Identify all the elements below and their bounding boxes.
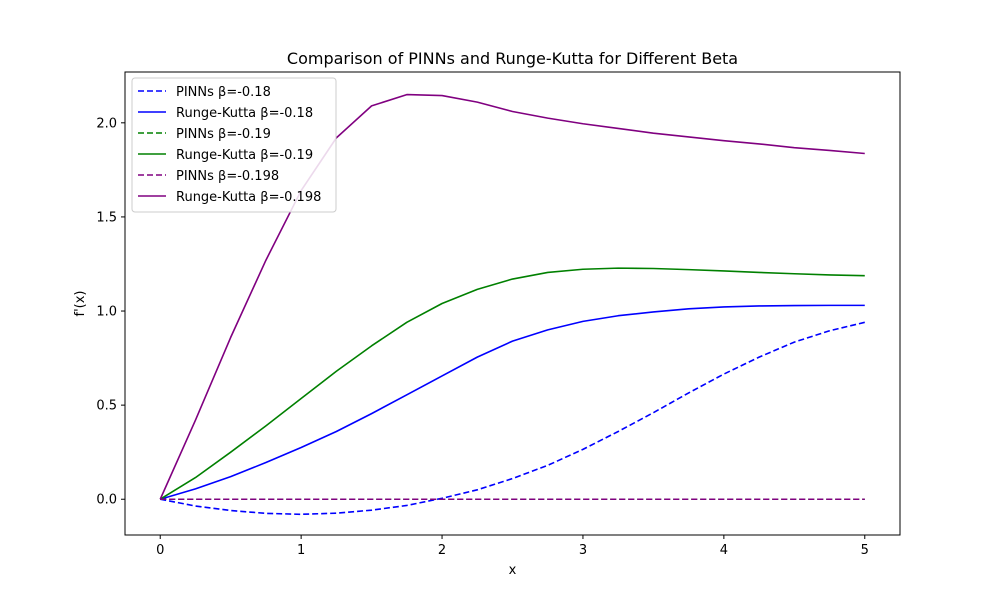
y-tick-label: 2.0 — [96, 116, 117, 131]
legend: PINNs β=-0.18 Runge-Kutta β=-0.18 PINNs β=… — [131, 77, 337, 213]
series-line-6 — [159, 93, 865, 500]
series-line-2 — [160, 304, 865, 501]
x-tick-label: 1 — [297, 543, 305, 558]
legend-entry-label: PINNs β=-0.19 — [176, 127, 271, 142]
legend-entry-label: PINNs β=-0.18 — [176, 85, 271, 100]
legend-entry-label: Runge-Kutta β=-0.198 — [176, 190, 321, 205]
x-tick-label: 3 — [579, 543, 587, 558]
x-tick-label: 4 — [720, 543, 728, 558]
x-axis-ticks: 0 1 2 3 4 5 — [156, 535, 869, 558]
x-axis-label: x — [509, 563, 517, 578]
y-tick-label: 0.0 — [96, 493, 117, 508]
plot-area — [159, 93, 865, 516]
x-tick-label: 0 — [156, 543, 164, 558]
y-tick-label: 1.0 — [96, 305, 117, 320]
y-tick-label: 1.5 — [96, 210, 117, 225]
legend-entry-label: Runge-Kutta β=-0.18 — [176, 106, 313, 121]
legend-entry-label: PINNs β=-0.198 — [176, 169, 279, 184]
y-tick-label: 0.5 — [96, 399, 117, 414]
chart-title: Comparison of PINNs and Runge-Kutta for … — [287, 49, 738, 68]
legend-entry-label: Runge-Kutta β=-0.19 — [176, 148, 313, 163]
legend-box — [131, 77, 337, 213]
y-axis-ticks: 0.0 0.5 1.0 1.5 2.0 — [96, 116, 125, 508]
series-line-1 — [160, 321, 865, 516]
x-tick-label: 2 — [438, 543, 446, 558]
y-axis-label: f'(x) — [73, 291, 88, 317]
series-line-4 — [159, 267, 865, 500]
x-tick-label: 5 — [861, 543, 869, 558]
plot-frame — [124, 71, 901, 536]
